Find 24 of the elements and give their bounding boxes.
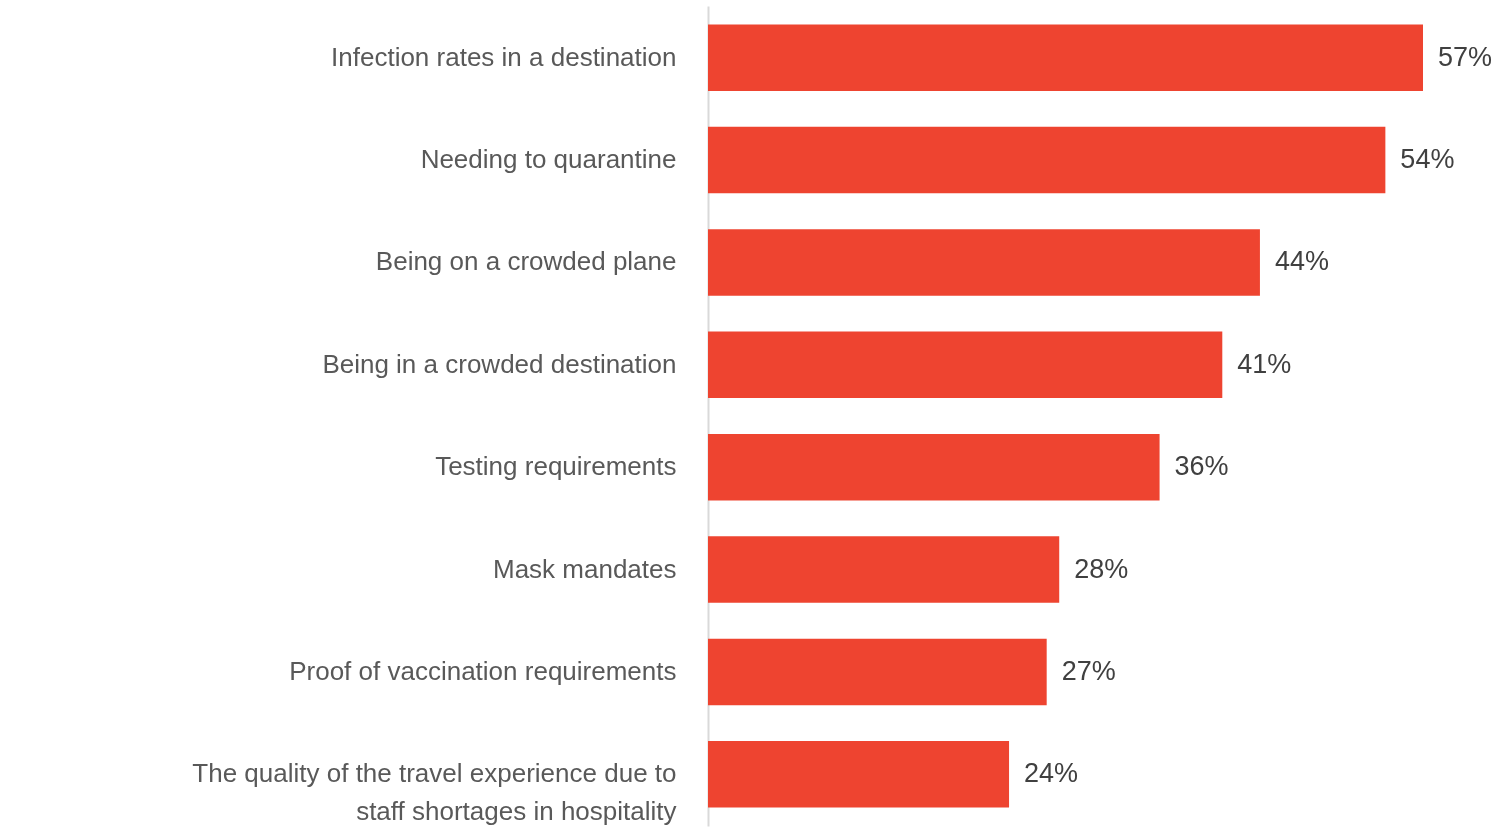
- bar: [708, 433, 1160, 501]
- bar: [708, 536, 1060, 603]
- bar: [708, 24, 1423, 91]
- data-label: 36%: [1174, 451, 1229, 482]
- data-label: 44%: [1274, 246, 1329, 277]
- bar: [708, 126, 1386, 194]
- data-label: 57%: [1438, 41, 1493, 72]
- y-tick-label: Being in a crowded destination: [322, 348, 677, 379]
- y-tick-label: Mask mandates: [492, 553, 677, 584]
- data-label: 41%: [1237, 348, 1292, 379]
- y-tick-label: Infection rates in a destination: [331, 41, 677, 72]
- data-label: 24%: [1024, 758, 1079, 789]
- y-tick-label: Proof of vaccination requirements: [289, 655, 677, 686]
- y-tick-label: The quality of the travel experience due to staff shortages in hospitality: [192, 758, 677, 827]
- y-tick-label: Needing to quarantine: [420, 144, 677, 175]
- bar: [708, 229, 1260, 296]
- data-label: 28%: [1074, 553, 1129, 584]
- bar: [708, 741, 1010, 808]
- data-label: 54%: [1400, 144, 1455, 175]
- data-label: 27%: [1061, 655, 1116, 686]
- bar: [708, 638, 1047, 706]
- y-tick-label: Being on a crowded plane: [375, 246, 677, 277]
- y-tick-label: Testing requirements: [435, 451, 677, 482]
- bar: [708, 331, 1223, 399]
